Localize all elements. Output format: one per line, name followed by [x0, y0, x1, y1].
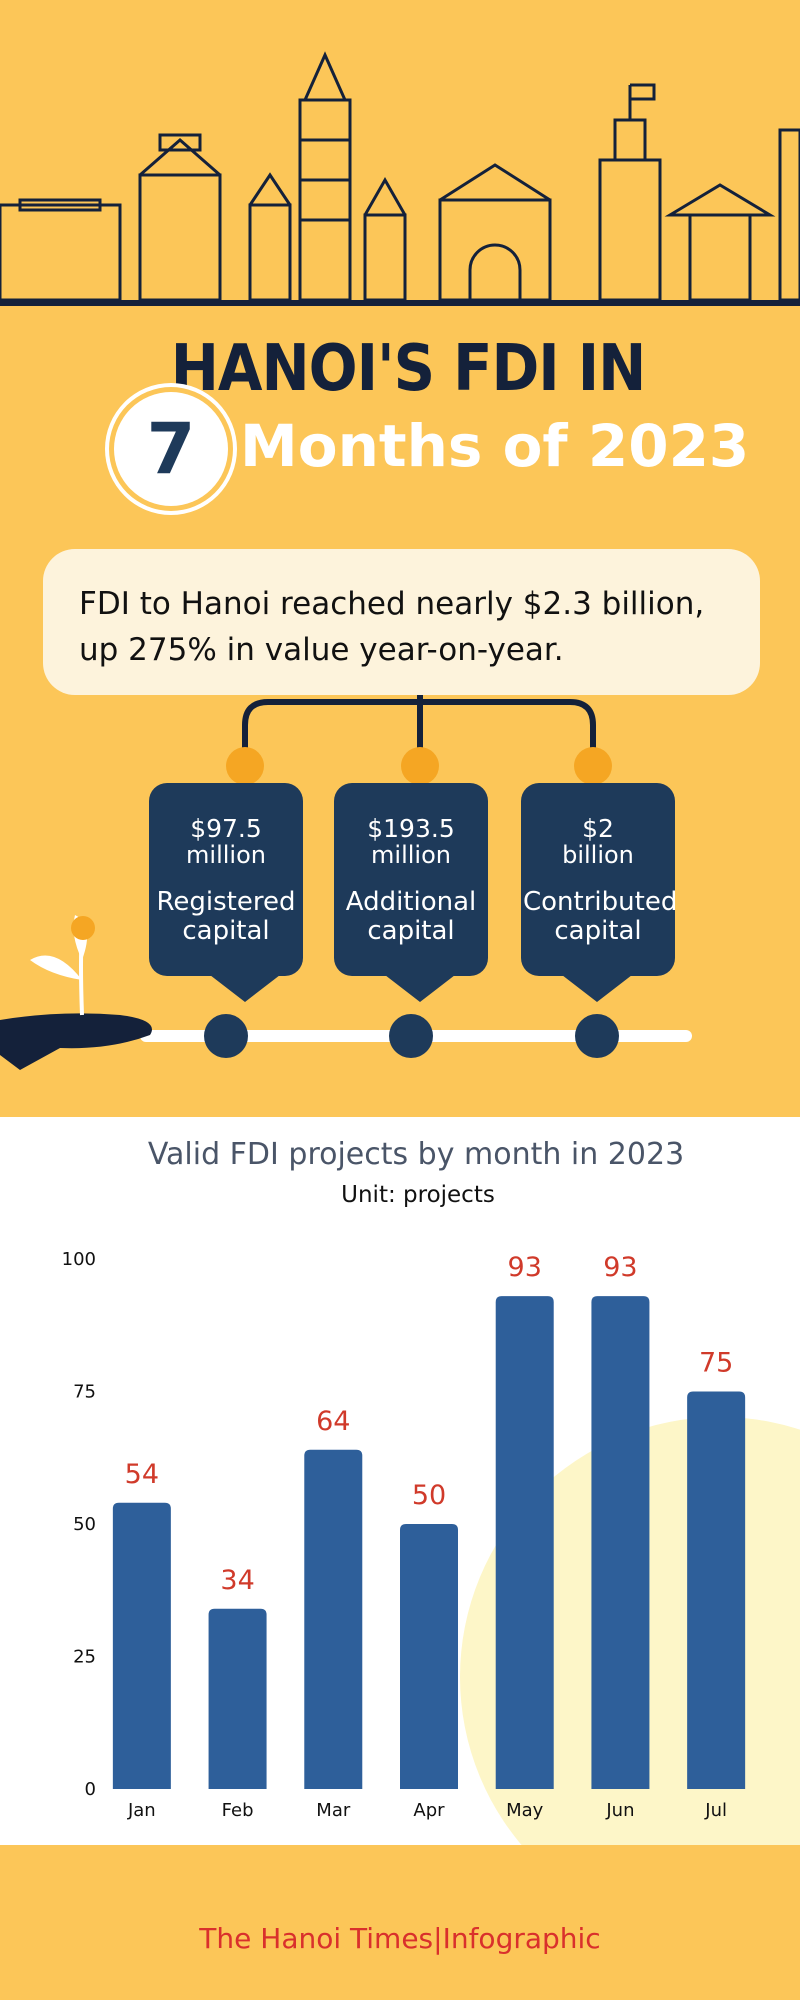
x-tick-label: Jul: [704, 1800, 727, 1821]
x-tick-label: Feb: [222, 1800, 254, 1821]
card-label: Additional capital: [345, 887, 477, 946]
y-tick-label: 0: [85, 1779, 96, 1800]
card-label: Registered capital: [156, 887, 296, 946]
x-tick-label: May: [506, 1800, 544, 1821]
subtitle: Months of 2023: [240, 412, 750, 480]
summary: FDI to Hanoi reached nearly $2.3 billion…: [43, 549, 760, 695]
card-amount: $2: [582, 814, 614, 843]
bar: [208, 1608, 267, 1789]
bar: [400, 1524, 458, 1789]
value-label: 75: [699, 1348, 733, 1379]
skyline: [0, 51, 800, 306]
y-tick-label: 100: [62, 1249, 96, 1270]
value-label: 64: [316, 1406, 350, 1437]
y-tick-label: 75: [73, 1382, 96, 1403]
card-amount: $193.5: [367, 814, 455, 843]
footer-text: The Hanoi Times|Infographic: [199, 1922, 601, 1955]
card-unit: billion: [562, 841, 634, 869]
value-label: 34: [220, 1565, 254, 1596]
bar: [591, 1296, 650, 1789]
card: $193.5 million Additional capital: [334, 783, 488, 976]
x-tick-label: Jan: [127, 1800, 156, 1821]
value-label: 54: [125, 1459, 159, 1490]
x-tick-label: Mar: [316, 1800, 351, 1821]
value-label: 93: [603, 1252, 637, 1283]
card: $97.5 million Registered capital: [149, 783, 303, 976]
value-label: 50: [412, 1480, 446, 1511]
bar: [495, 1296, 554, 1789]
chart-title: Valid FDI projects by month in 2023: [148, 1137, 684, 1172]
footer: [0, 1845, 800, 2000]
bar: [304, 1449, 363, 1789]
y-tick-label: 50: [73, 1514, 96, 1535]
card: $2 billion Contributed capital: [521, 783, 678, 976]
card-label: Contributed capital: [523, 887, 678, 946]
value-label: 93: [508, 1252, 542, 1283]
month-count: 7: [114, 392, 228, 506]
connectors: [0, 695, 692, 1070]
x-tick-label: Jun: [605, 1800, 634, 1821]
bar: [112, 1502, 171, 1789]
chart: Valid FDI projects by month in 2023 Unit…: [62, 1137, 800, 1845]
x-tick-label: Apr: [413, 1800, 445, 1821]
card-amount: $97.5: [190, 814, 262, 843]
chart-subtitle: Unit: projects: [341, 1182, 495, 1208]
y-tick-label: 25: [73, 1647, 96, 1668]
title: HANOI'S FDI IN: [170, 332, 647, 406]
card-unit: million: [186, 841, 266, 869]
card-unit: million: [371, 841, 451, 869]
bar: [687, 1391, 746, 1789]
